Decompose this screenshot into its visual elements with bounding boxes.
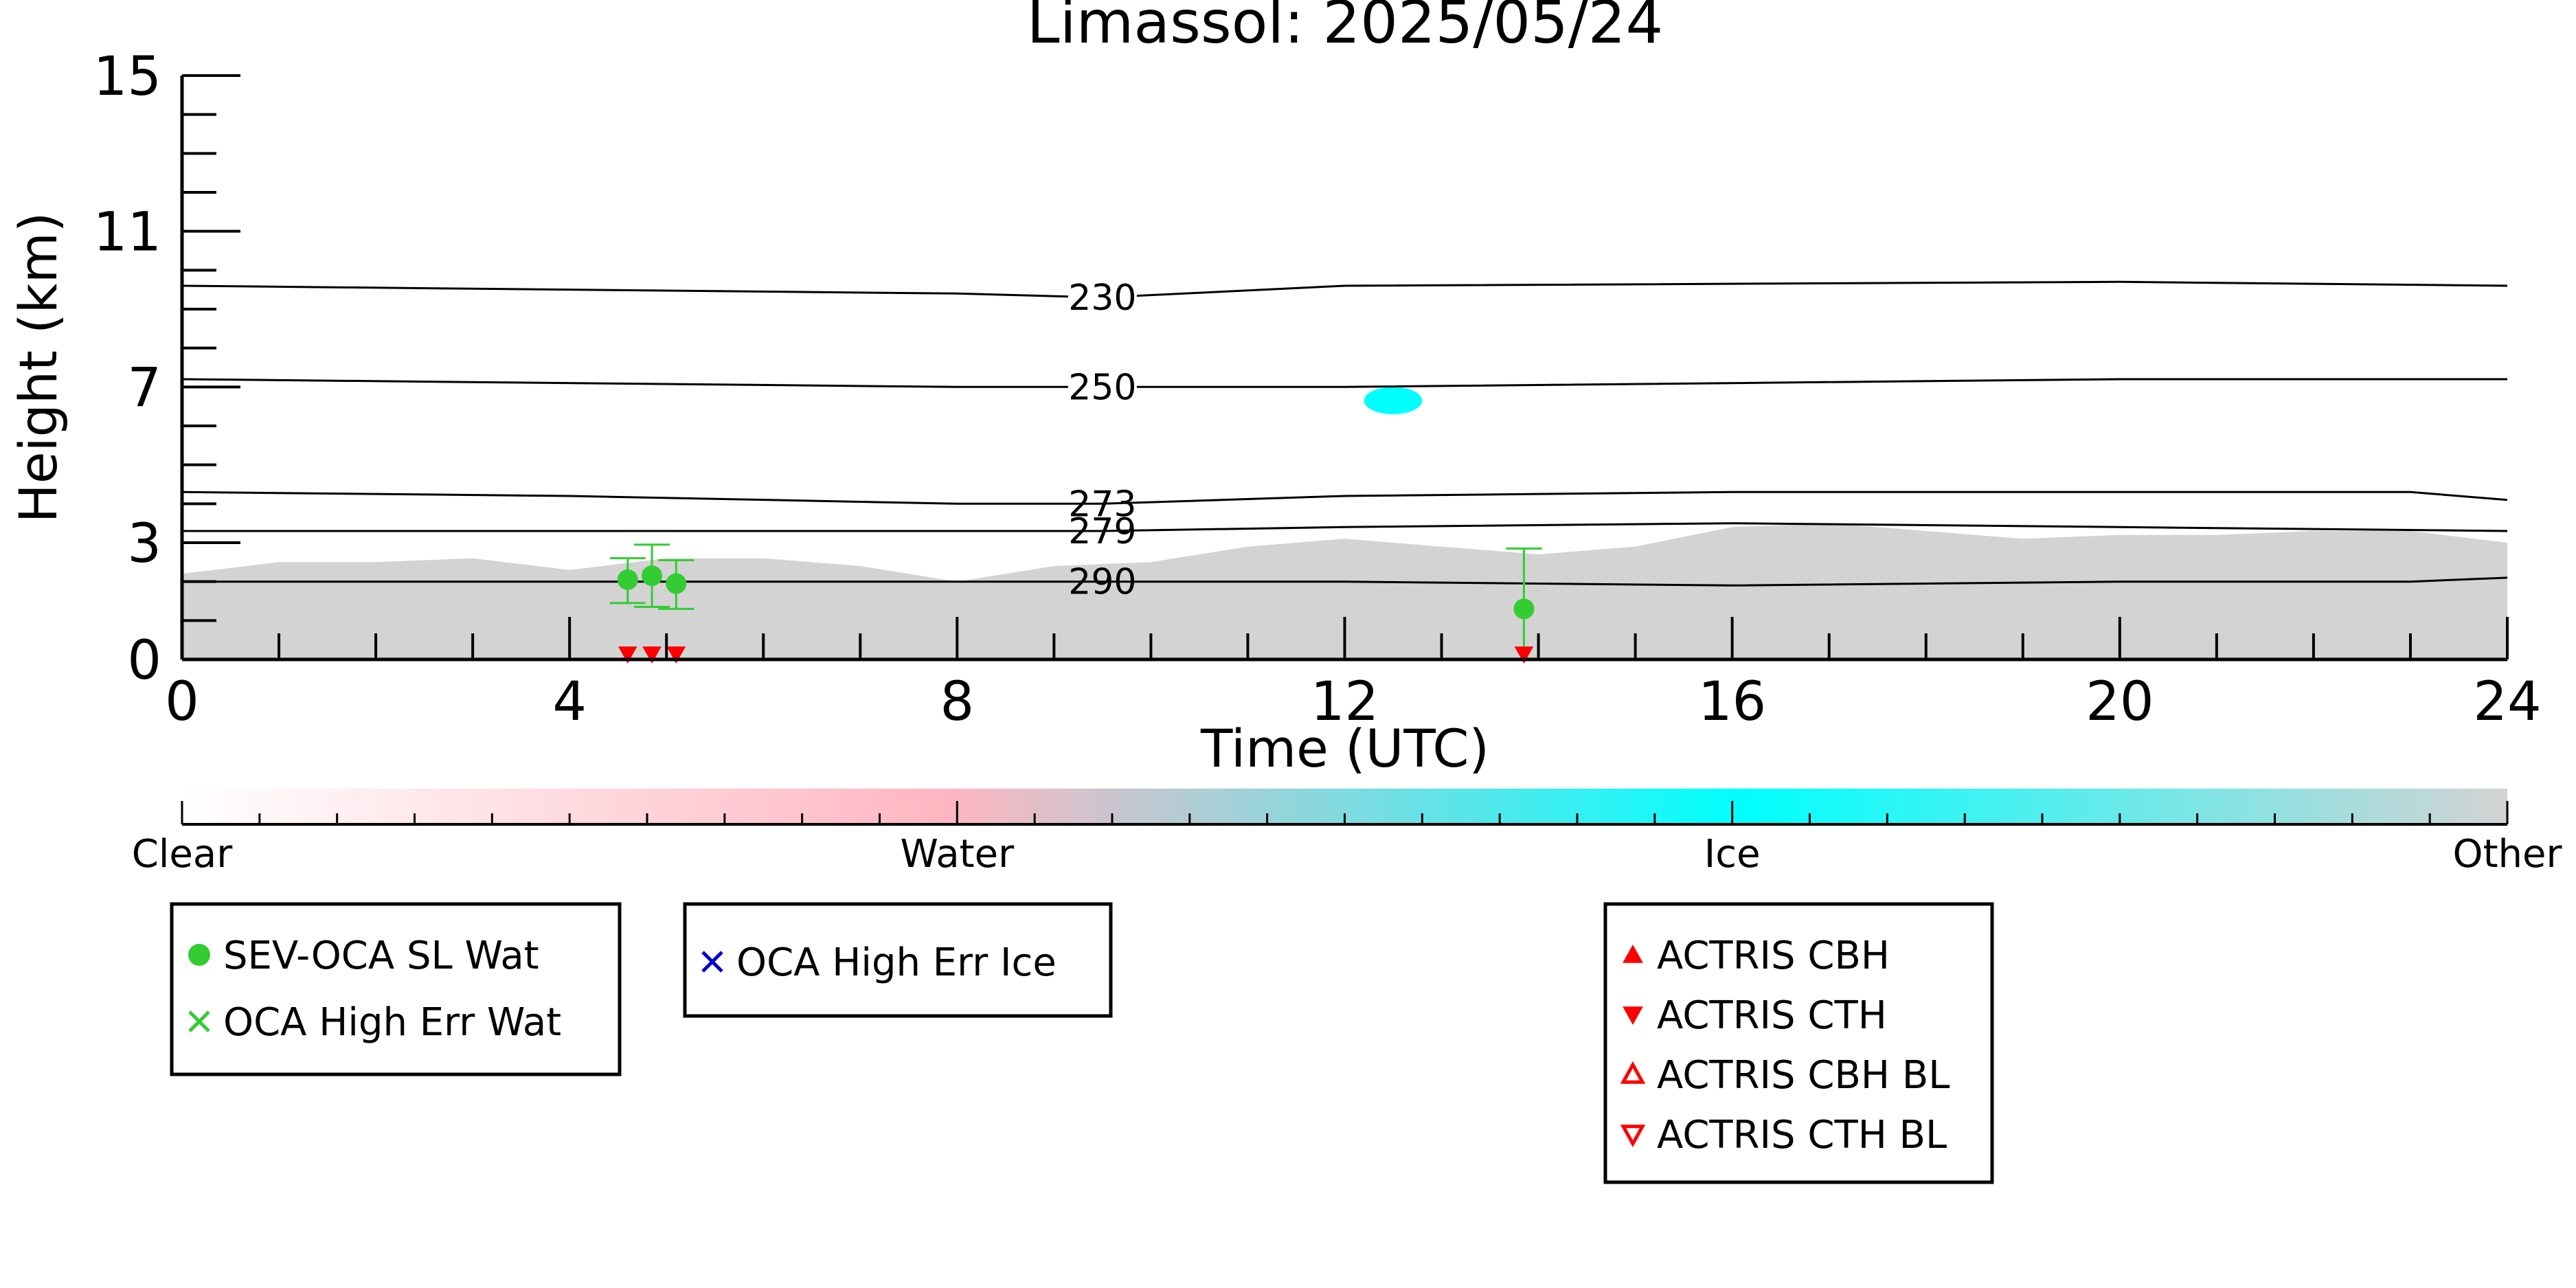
data-point — [642, 646, 662, 664]
colorbar-label: Other — [2452, 832, 2562, 877]
y-tick-label: 7 — [127, 357, 161, 419]
x-tick-label: 12 — [1311, 671, 1379, 733]
legend-marker — [1620, 1061, 1646, 1084]
x-axis-label: Time (UTC) — [1200, 718, 1489, 779]
x-tick-label: 8 — [940, 671, 975, 733]
legend-marker — [188, 944, 210, 966]
contour-label-279: 279 — [1068, 511, 1136, 552]
chart-title: Limassol: 2025/05/24 — [1027, 0, 1663, 57]
data-point — [618, 646, 637, 664]
x-tick-label: 0 — [165, 671, 199, 733]
other-category-fill — [182, 523, 2507, 659]
legend-marker — [1620, 1125, 1646, 1148]
legend-entry-label: SEV-OCA SL Wat — [223, 934, 539, 978]
colorbar-label: Clear — [132, 832, 233, 877]
legend-entry-label: ACTRIS CBH BL — [1657, 1053, 1950, 1098]
y-tick-label: 15 — [93, 46, 161, 108]
data-point — [1513, 598, 1535, 620]
y-axis-label: Height (km) — [8, 212, 69, 523]
legend-entry-label: OCA High Err Ice — [736, 940, 1057, 985]
temperature-contour-273 — [181, 490, 2508, 505]
legend: SEV-OCA SL Wat OCA High Err Wat OCA High E… — [170, 902, 1994, 1184]
colorbar: Clear Water Ice Other — [132, 789, 2562, 877]
colorbar-label: Water — [901, 832, 1015, 877]
colorbar-label: Ice — [1704, 832, 1761, 877]
data-point — [1514, 646, 1534, 664]
y-tick-label: 11 — [93, 202, 161, 264]
legend-marker — [701, 951, 723, 973]
legend-box — [1603, 902, 1994, 1184]
y-tick-label: 0 — [127, 630, 161, 692]
y-tick-label: 3 — [127, 513, 161, 575]
data-point — [642, 565, 663, 587]
legend-marker — [1623, 1006, 1643, 1026]
legend-box — [170, 902, 622, 1076]
temperature-contour-230 — [181, 280, 2508, 299]
x-tick-label: 4 — [552, 671, 587, 733]
data-point — [666, 573, 687, 594]
temperature-contour-290 — [182, 576, 2508, 587]
legend-entry-label: OCA High Err Wat — [223, 1000, 561, 1045]
contour-label-273: 273 — [1068, 484, 1136, 525]
x-tick-label: 24 — [2473, 671, 2541, 733]
temperature-contour-279 — [182, 522, 2508, 532]
x-tick-label: 16 — [1698, 671, 1766, 733]
contour-label-290: 290 — [1068, 562, 1136, 603]
contour-label-bg — [1067, 369, 1137, 405]
ice-cloud-patch — [1364, 387, 1423, 415]
x-tick-label: 20 — [2086, 671, 2154, 733]
legend-box — [683, 902, 1113, 1018]
temperature-contour-250 — [181, 378, 2507, 388]
legend-marker — [1623, 944, 1643, 963]
data-point — [617, 569, 638, 590]
legend-entry-label: ACTRIS CTH BL — [1657, 1113, 1947, 1157]
contour-label-bg — [1067, 280, 1137, 315]
data-point — [666, 646, 686, 664]
legend-entry-label: ACTRIS CTH — [1657, 993, 1887, 1038]
legend-entry-label: ACTRIS CBH — [1657, 934, 1890, 978]
legend-marker — [188, 1010, 210, 1032]
contour-label-230: 230 — [1068, 278, 1136, 319]
contour-label-250: 250 — [1068, 367, 1136, 408]
